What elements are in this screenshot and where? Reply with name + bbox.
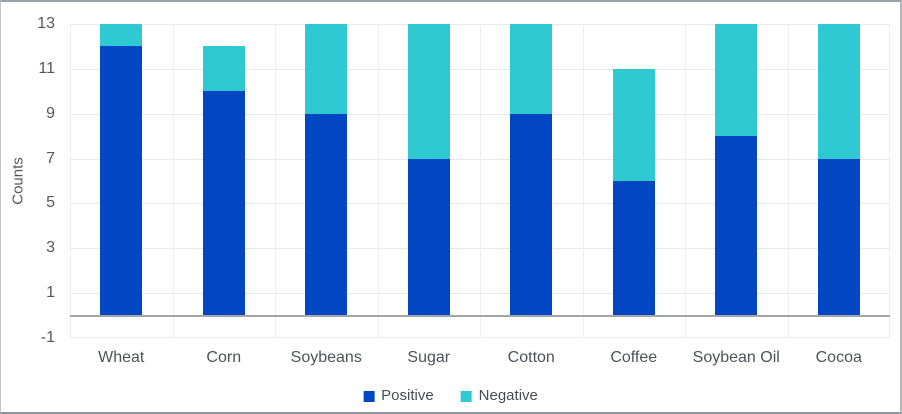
- x-category-label: Soybean Oil: [692, 349, 780, 366]
- bar-positive-coffee: [612, 181, 655, 316]
- gridline-vertical: [480, 24, 481, 338]
- legend-item-negative: Negative: [460, 387, 538, 404]
- gridline-vertical: [70, 24, 71, 338]
- y-tick-label: 13: [37, 15, 55, 32]
- x-category-label: Wheat: [98, 349, 145, 366]
- legend-swatch-positive: [363, 390, 375, 402]
- legend-item-positive: Positive: [363, 388, 434, 404]
- bar-positive-soybean-oil: [715, 136, 758, 316]
- y-tick-label: 9: [46, 104, 55, 122]
- bar-positive-corn: [202, 91, 245, 316]
- x-category-label: Soybeans: [290, 349, 362, 366]
- gridline-vertical: [685, 24, 686, 338]
- y-tick-label: 1: [46, 284, 55, 302]
- zero-baseline: [70, 314, 890, 317]
- bar-negative-sugar: [407, 24, 450, 159]
- bar-negative-soybeans: [305, 24, 348, 114]
- x-category-label: Sugar: [407, 349, 451, 366]
- bar-positive-soybeans: [305, 113, 348, 316]
- gridline-vertical: [788, 24, 789, 338]
- bar-negative-cocoa: [817, 24, 860, 159]
- bar-negative-wheat: [100, 24, 143, 47]
- y-tick-label: 11: [38, 59, 55, 77]
- plot-area: [70, 24, 890, 338]
- y-tick-label: 5: [46, 194, 55, 212]
- legend: Positive Negative: [363, 388, 538, 404]
- bar-positive-cotton: [510, 113, 553, 316]
- bar-negative-cotton: [510, 24, 553, 114]
- x-category-label: Corn: [206, 349, 242, 366]
- gridline-vertical: [378, 24, 379, 338]
- gridline-vertical: [275, 24, 276, 338]
- legend-label: Negative: [478, 387, 538, 404]
- gridline-vertical: [889, 24, 890, 338]
- x-category-label: Cocoa: [815, 349, 862, 366]
- bar-negative-corn: [202, 46, 245, 92]
- bar-positive-wheat: [100, 46, 143, 316]
- bar-positive-cocoa: [817, 158, 860, 316]
- bar-positive-sugar: [407, 158, 450, 316]
- bar-negative-coffee: [612, 68, 655, 181]
- y-tick-label: -1: [40, 329, 55, 346]
- gridline-vertical: [173, 24, 174, 338]
- gridline-vertical: [583, 24, 584, 338]
- y-tick-label: 3: [46, 239, 55, 257]
- legend-label: Positive: [381, 387, 434, 404]
- x-category-label: Coffee: [610, 349, 658, 366]
- legend-swatch-negative: [460, 390, 472, 402]
- x-category-label: Cotton: [507, 349, 555, 366]
- bar-negative-soybean-oil: [715, 24, 758, 137]
- y-tick-label: 7: [46, 149, 55, 167]
